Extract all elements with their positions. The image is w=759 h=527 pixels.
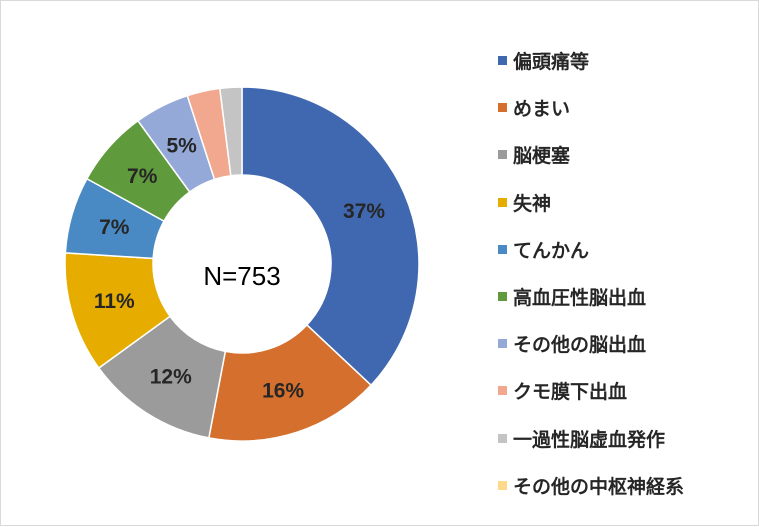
legend-swatch — [498, 292, 507, 302]
legend-item: めまい — [498, 84, 684, 131]
legend-swatch — [498, 103, 507, 113]
data-label: 7% — [99, 216, 130, 239]
legend-item: てんかん — [498, 226, 684, 273]
legend-label: 高血圧性脳出血 — [513, 287, 647, 310]
legend-label: 偏頭痛等 — [513, 51, 590, 74]
legend-swatch — [498, 433, 507, 443]
legend-item: 一過性脳虚血発作 — [498, 415, 684, 462]
legend-item: 偏頭痛等 — [498, 37, 684, 84]
legend-item: クモ膜下出血 — [498, 367, 684, 414]
legend-swatch — [498, 197, 507, 207]
legend-swatch — [498, 339, 507, 349]
legend-item: 失神 — [498, 179, 684, 226]
legend-swatch — [498, 56, 507, 66]
legend-item: 高血圧性脳出血 — [498, 273, 684, 320]
data-label: 37% — [343, 200, 385, 223]
donut-slice — [218, 86, 243, 177]
legend-label: めまい — [513, 98, 571, 121]
legend-label: 一過性脳虚血発作 — [513, 428, 666, 451]
legend-label: その他の中枢神経系 — [513, 475, 685, 498]
data-label: 16% — [262, 379, 304, 402]
slice-group — [64, 86, 420, 442]
donut-slice — [207, 323, 373, 442]
data-label: 5% — [166, 134, 197, 157]
legend-label: てんかん — [513, 239, 590, 262]
legend-item: その他の脳出血 — [498, 320, 684, 367]
legend-label: クモ膜下出血 — [513, 381, 628, 404]
data-label-group: 37% 16% 12% 11% 7% 7% 5% — [94, 134, 386, 402]
legend-label: その他の脳出血 — [513, 334, 647, 357]
legend-swatch — [498, 244, 507, 254]
legend: 偏頭痛等めまい脳梗塞失神てんかん高血圧性脳出血 その他の脳出血 クモ膜下出血一過性脳… — [498, 37, 684, 509]
legend-label: 失神 — [513, 192, 552, 215]
center-label: N=753 — [203, 261, 280, 291]
legend-item: 脳梗塞 — [498, 131, 684, 178]
data-label: 11% — [94, 290, 135, 313]
data-label: 12% — [150, 365, 192, 388]
legend-item: その他の中枢神経系 — [498, 462, 684, 509]
legend-swatch — [498, 480, 507, 490]
legend-swatch — [498, 386, 507, 396]
legend-label: 脳梗塞 — [513, 145, 571, 168]
donut-slice — [241, 86, 420, 387]
data-label: 7% — [127, 165, 158, 188]
legend-swatch — [498, 150, 507, 160]
